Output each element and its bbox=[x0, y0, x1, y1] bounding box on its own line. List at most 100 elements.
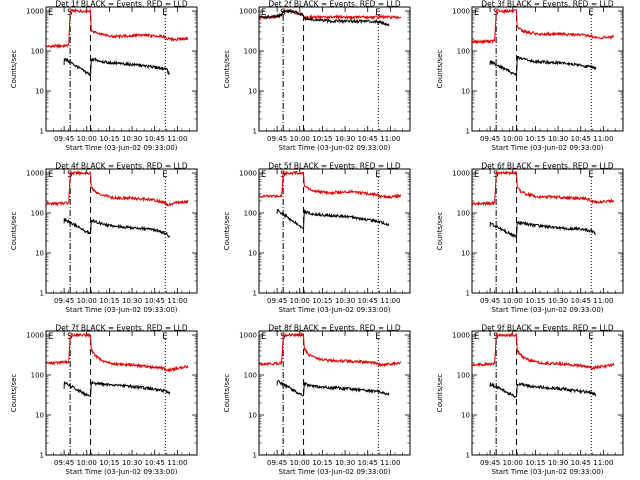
y-tick-label: 1 bbox=[253, 128, 257, 136]
series-line-lld bbox=[46, 332, 189, 373]
series-line-lld bbox=[46, 8, 189, 50]
plot-frame bbox=[45, 168, 198, 294]
series-line-lld bbox=[472, 170, 615, 207]
x-axis-label: Start Time (03-Jun-02 09:33:00) bbox=[279, 306, 391, 314]
x-tick-label: 11:00 bbox=[167, 459, 187, 467]
chart-title: Det 9f BLACK = Events, RED = LLD bbox=[481, 324, 614, 333]
y-axis-label: Counts/sec bbox=[436, 374, 444, 413]
marker-label-e: E bbox=[261, 170, 266, 180]
marker-label-e: E bbox=[474, 8, 479, 18]
x-tick-label: 10:15 bbox=[312, 297, 332, 305]
series-line-events bbox=[63, 217, 171, 238]
x-tick-label: 10:45 bbox=[358, 459, 378, 467]
x-tick-label: 09:45 bbox=[54, 297, 74, 305]
x-tick-label: 11:00 bbox=[593, 297, 613, 305]
chart-panel-3: Det 3f BLACK = Events, RED = LLD 1 10 100 10… bbox=[436, 0, 624, 152]
y-tick-label: 10 bbox=[35, 88, 44, 96]
x-axis-label: Start Time (03-Jun-02 09:33:00) bbox=[66, 306, 178, 314]
x-axis-label: Start Time (03-Jun-02 09:33:00) bbox=[492, 468, 604, 476]
series-line-lld bbox=[472, 8, 614, 45]
y-tick-label: 10 bbox=[35, 412, 44, 420]
series-line-lld bbox=[259, 170, 401, 199]
y-tick-label: 1000 bbox=[239, 332, 257, 340]
x-tick-label: 10:45 bbox=[145, 135, 165, 143]
y-tick-label: 100 bbox=[31, 372, 44, 380]
x-tick-label: 10:00 bbox=[503, 135, 523, 143]
x-tick-label: 10:45 bbox=[571, 135, 591, 143]
x-tick-label: 11:00 bbox=[167, 135, 187, 143]
x-tick-label: 09:45 bbox=[54, 459, 74, 467]
plot-frame bbox=[471, 168, 624, 294]
y-axis-label: Counts/sec bbox=[10, 50, 18, 89]
series-line-events bbox=[489, 55, 597, 77]
series-line-events bbox=[276, 208, 390, 230]
y-tick-label: 100 bbox=[31, 48, 44, 56]
series-line-events bbox=[489, 220, 597, 239]
x-tick-label: 10:15 bbox=[525, 297, 545, 305]
x-tick-label: 10:15 bbox=[312, 135, 332, 143]
x-tick-label: 10:00 bbox=[77, 297, 97, 305]
marker-label-e: E bbox=[48, 8, 53, 18]
y-tick-label: 100 bbox=[457, 48, 470, 56]
x-axis-label: Start Time (03-Jun-02 09:33:00) bbox=[279, 468, 391, 476]
x-axis-label: Start Time (03-Jun-02 09:33:00) bbox=[492, 306, 604, 314]
y-tick-label: 100 bbox=[31, 210, 44, 218]
x-tick-label: 10:45 bbox=[571, 297, 591, 305]
chart-panel-8: Det 8f BLACK = Events, RED = LLD 1 10 100 10… bbox=[223, 324, 411, 476]
x-tick-label: 11:00 bbox=[167, 297, 187, 305]
y-tick-label: 100 bbox=[457, 372, 470, 380]
x-tick-label: 10:15 bbox=[312, 459, 332, 467]
y-tick-label: 1 bbox=[466, 128, 470, 136]
y-tick-label: 1000 bbox=[26, 170, 44, 178]
marker-label-e: E bbox=[162, 170, 167, 180]
y-tick-label: 1000 bbox=[26, 332, 44, 340]
chart-title: Det 8f BLACK = Events, RED = LLD bbox=[268, 324, 401, 333]
y-axis-label: Counts/sec bbox=[223, 374, 231, 413]
y-axis-label: Counts/sec bbox=[436, 212, 444, 251]
x-tick-label: 10:15 bbox=[525, 459, 545, 467]
marker-label-e: E bbox=[375, 170, 380, 180]
series-line-events bbox=[276, 379, 390, 397]
y-tick-label: 1 bbox=[466, 290, 470, 298]
x-tick-label: 10:45 bbox=[358, 135, 378, 143]
y-tick-label: 1 bbox=[40, 452, 44, 460]
x-axis-label: Start Time (03-Jun-02 09:33:00) bbox=[66, 468, 178, 476]
chart-title: Det 6f BLACK = Events, RED = LLD bbox=[481, 162, 614, 171]
x-tick-label: 09:45 bbox=[54, 135, 74, 143]
chart-title: Det 3f BLACK = Events, RED = LLD bbox=[481, 0, 614, 9]
chart-panel-1: Det 1f BLACK = Events, RED = LLD 1 10 100 10… bbox=[10, 0, 198, 152]
x-tick-label: 09:45 bbox=[267, 297, 287, 305]
x-tick-label: 10:15 bbox=[99, 459, 119, 467]
y-tick-label: 10 bbox=[35, 250, 44, 258]
x-tick-label: 10:30 bbox=[335, 459, 355, 467]
chart-title: Det 2f BLACK = Events, RED = LLD bbox=[268, 0, 401, 9]
x-tick-label: 10:30 bbox=[335, 135, 355, 143]
y-tick-label: 100 bbox=[244, 210, 257, 218]
marker-label-e: E bbox=[474, 170, 479, 180]
x-tick-label: 11:00 bbox=[380, 135, 400, 143]
chart-title: Det 1f BLACK = Events, RED = LLD bbox=[55, 0, 188, 9]
plot-frame bbox=[258, 330, 411, 456]
chart-title: Det 4f BLACK = Events, RED = LLD bbox=[55, 162, 188, 171]
plot-frame bbox=[45, 6, 198, 132]
y-tick-label: 100 bbox=[244, 372, 257, 380]
plot-frame bbox=[471, 330, 624, 456]
series-line-events bbox=[63, 380, 171, 398]
x-tick-label: 10:30 bbox=[335, 297, 355, 305]
x-tick-label: 10:15 bbox=[525, 135, 545, 143]
x-tick-label: 09:45 bbox=[480, 135, 500, 143]
y-tick-label: 1000 bbox=[452, 170, 470, 178]
y-axis-label: Counts/sec bbox=[436, 50, 444, 89]
series-line-lld bbox=[259, 331, 402, 368]
x-tick-label: 11:00 bbox=[380, 459, 400, 467]
x-tick-label: 10:15 bbox=[99, 297, 119, 305]
x-tick-label: 09:45 bbox=[267, 135, 287, 143]
y-axis-label: Counts/sec bbox=[223, 50, 231, 89]
x-tick-label: 10:30 bbox=[548, 135, 568, 143]
x-tick-label: 10:30 bbox=[122, 459, 142, 467]
marker-label-e: E bbox=[48, 332, 53, 342]
series-line-lld bbox=[472, 332, 615, 371]
x-axis-label: Start Time (03-Jun-02 09:33:00) bbox=[66, 144, 178, 152]
chart-panel-9: Det 9f BLACK = Events, RED = LLD 1 10 100 10… bbox=[436, 324, 624, 476]
chart-panel-5: Det 5f BLACK = Events, RED = LLD 1 10 100 10… bbox=[223, 162, 411, 314]
